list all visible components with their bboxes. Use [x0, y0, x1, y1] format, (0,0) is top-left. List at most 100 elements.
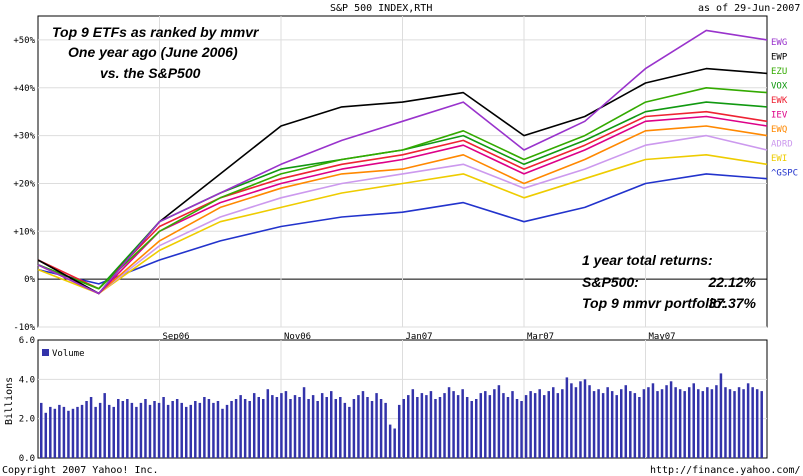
volume-bar: [53, 408, 57, 458]
volume-bar: [243, 399, 247, 458]
volume-bar: [384, 402, 387, 458]
source-url: http://finance.yahoo.com/: [650, 465, 801, 476]
volume-bar: [130, 402, 134, 458]
volume-bar: [687, 387, 691, 458]
volume-bar: [230, 401, 233, 458]
series-legend: EWG EWP EZU VOX EWK IEV EWQ ADRD EWI ^GSPC: [771, 38, 798, 179]
volume-y-tick-label: 4.0: [19, 375, 35, 385]
volume-bar: [221, 408, 224, 458]
returns-portfolio-value: 37.37%: [709, 295, 757, 311]
volume-bar: [316, 401, 319, 458]
volume-bar: [393, 428, 396, 458]
volume-bar: [642, 389, 646, 458]
volume-bar: [375, 393, 378, 458]
volume-bar: [239, 395, 242, 458]
date-tick-label: Nov06: [284, 332, 311, 342]
volume-bar: [62, 406, 66, 458]
volume-bar: [574, 387, 578, 458]
volume-bar: [475, 399, 478, 458]
volume-bar: [225, 404, 229, 458]
price-y-axis: -10% 0% +10% +20% +30% +40% +50%: [13, 36, 35, 333]
volume-bar: [561, 389, 564, 458]
volume-bar: [511, 391, 514, 458]
volume-bar: [751, 387, 754, 458]
volume-bar: [121, 401, 125, 458]
volume-bar: [615, 395, 618, 458]
volume-bar: [601, 393, 605, 458]
annotation-line-1: Top 9 ETFs as ranked by mmvr: [52, 24, 260, 40]
annotation-line-3: vs. the S&P500: [100, 65, 201, 81]
volume-y-tick-label: 0.0: [19, 454, 35, 464]
volume-bar: [588, 385, 591, 458]
volume-bar: [157, 402, 161, 458]
volume-bar: [660, 389, 664, 458]
volume-bar: [710, 389, 714, 458]
volume-bar: [397, 404, 401, 458]
volume-bar: [556, 393, 560, 458]
price-y-tick-label: +20%: [13, 179, 35, 189]
chart-title-annotation: Top 9 ETFs as ranked by mmvr One year ag…: [52, 24, 260, 81]
volume-bar: [330, 391, 333, 458]
legend-ewq: EWQ: [771, 125, 787, 135]
volume-bar: [266, 389, 270, 458]
legend-ewk: EWK: [771, 96, 788, 106]
volume-bar: [447, 387, 451, 458]
volume-bar: [547, 391, 550, 458]
volume-bar: [49, 406, 52, 458]
volume-bar: [429, 391, 433, 458]
volume-bar: [506, 397, 510, 458]
volume-bar: [533, 393, 537, 458]
volume-bar: [262, 399, 265, 458]
volume-bar: [275, 397, 279, 458]
volume-bar: [552, 387, 555, 458]
volume-bar: [366, 397, 369, 458]
volume-bar: [737, 387, 741, 458]
copyright-text: Copyright 2007 Yahoo! Inc.: [2, 465, 159, 476]
volume-bar: [407, 395, 410, 458]
volume-bar: [361, 391, 365, 458]
volume-bar: [701, 391, 705, 458]
volume-bar: [493, 389, 496, 458]
chart-header-title: S&P 500 INDEX,RTH: [330, 3, 432, 14]
price-series-group: [37, 29, 768, 295]
series-line-ezu: [37, 87, 768, 290]
volume-bar: [606, 387, 609, 458]
returns-sp500-label: S&P500:: [582, 274, 639, 290]
volume-bar: [94, 406, 97, 458]
volume-bar: [370, 401, 374, 458]
annotation-line-2: One year ago (June 2006): [68, 44, 238, 60]
volume-bar: [434, 399, 437, 458]
volume-bar: [497, 385, 501, 458]
volume-bar: [189, 404, 193, 458]
volume-bar: [529, 391, 532, 458]
volume-bar: [542, 395, 546, 458]
returns-heading: 1 year total returns:: [582, 252, 713, 268]
volume-bar: [307, 399, 310, 458]
volume-bar: [719, 373, 723, 458]
volume-bars: [40, 373, 763, 458]
volume-bar: [620, 389, 623, 458]
legend-ezu: EZU: [771, 67, 787, 77]
volume-bar: [203, 397, 206, 458]
volume-bar: [348, 406, 351, 458]
volume-bar: [624, 385, 628, 458]
volume-bar: [570, 383, 573, 458]
returns-portfolio-label: Top 9 mmvr portfolio:: [582, 295, 726, 311]
volume-bar: [706, 387, 709, 458]
volume-bar: [742, 389, 745, 458]
volume-bar: [538, 389, 541, 458]
volume-bar: [212, 402, 215, 458]
returns-sp500-value: 22.12%: [708, 274, 757, 290]
price-grid: [38, 16, 767, 328]
volume-bar: [207, 399, 211, 458]
volume-bar: [252, 393, 256, 458]
volume-bar: [58, 404, 61, 458]
series-line-ewi: [37, 154, 768, 295]
volume-bar: [411, 389, 415, 458]
volume-bar: [388, 424, 392, 458]
volume-bar: [302, 387, 306, 458]
volume-bar: [733, 391, 736, 458]
volume-bar: [40, 402, 43, 458]
volume-bar: [98, 402, 102, 458]
series-line-gspc: [37, 173, 768, 285]
